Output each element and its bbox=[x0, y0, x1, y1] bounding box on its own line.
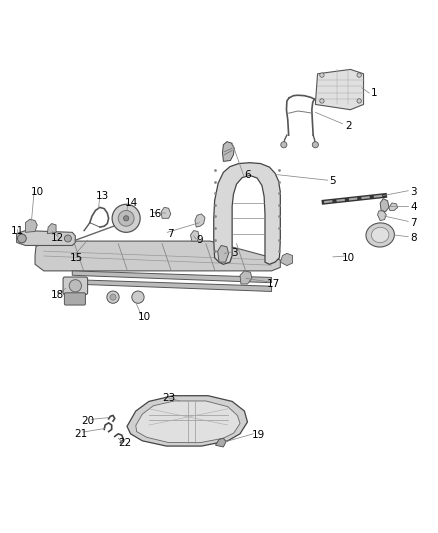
Circle shape bbox=[110, 294, 116, 300]
Polygon shape bbox=[195, 214, 205, 227]
Text: 22: 22 bbox=[118, 438, 131, 448]
FancyBboxPatch shape bbox=[63, 277, 88, 295]
Text: 4: 4 bbox=[410, 203, 417, 212]
Polygon shape bbox=[315, 69, 364, 110]
Polygon shape bbox=[240, 271, 252, 284]
Text: 18: 18 bbox=[50, 290, 64, 300]
Polygon shape bbox=[25, 219, 37, 232]
Text: 23: 23 bbox=[162, 393, 175, 403]
Polygon shape bbox=[136, 401, 240, 442]
Text: 7: 7 bbox=[410, 217, 417, 228]
Text: 21: 21 bbox=[74, 429, 88, 439]
FancyBboxPatch shape bbox=[64, 293, 85, 305]
Circle shape bbox=[118, 211, 134, 226]
Polygon shape bbox=[378, 211, 386, 221]
Text: 17: 17 bbox=[267, 279, 280, 289]
Circle shape bbox=[107, 291, 119, 303]
Circle shape bbox=[132, 291, 144, 303]
Polygon shape bbox=[191, 231, 199, 241]
Polygon shape bbox=[214, 163, 280, 264]
Circle shape bbox=[124, 216, 129, 221]
Text: 7: 7 bbox=[167, 229, 174, 239]
Circle shape bbox=[312, 142, 318, 148]
Circle shape bbox=[64, 235, 71, 242]
Text: 2: 2 bbox=[345, 122, 352, 131]
Text: 10: 10 bbox=[31, 187, 44, 197]
Text: 6: 6 bbox=[244, 169, 251, 180]
Circle shape bbox=[281, 142, 287, 148]
Text: 14: 14 bbox=[125, 198, 138, 208]
Polygon shape bbox=[389, 203, 398, 211]
Text: 10: 10 bbox=[138, 312, 151, 322]
Polygon shape bbox=[161, 207, 171, 219]
Text: 3: 3 bbox=[410, 187, 417, 197]
Polygon shape bbox=[380, 199, 389, 212]
Polygon shape bbox=[72, 271, 272, 282]
Text: 19: 19 bbox=[252, 430, 265, 440]
Circle shape bbox=[18, 234, 26, 243]
Polygon shape bbox=[47, 223, 56, 233]
Polygon shape bbox=[17, 231, 75, 246]
Text: 11: 11 bbox=[11, 227, 24, 237]
Text: 15: 15 bbox=[70, 253, 83, 263]
Polygon shape bbox=[72, 280, 272, 292]
Text: 3: 3 bbox=[231, 248, 238, 259]
Text: 10: 10 bbox=[342, 253, 355, 263]
Circle shape bbox=[69, 280, 81, 292]
Circle shape bbox=[357, 99, 361, 103]
Ellipse shape bbox=[366, 223, 394, 247]
Text: 12: 12 bbox=[50, 233, 64, 243]
Polygon shape bbox=[215, 438, 226, 447]
Polygon shape bbox=[127, 395, 247, 446]
Text: 1: 1 bbox=[371, 88, 378, 99]
Text: 16: 16 bbox=[149, 209, 162, 219]
Text: 8: 8 bbox=[410, 233, 417, 243]
Text: 13: 13 bbox=[96, 191, 110, 201]
Circle shape bbox=[112, 204, 140, 232]
Polygon shape bbox=[280, 253, 293, 265]
Polygon shape bbox=[218, 246, 229, 262]
Text: 9: 9 bbox=[196, 235, 203, 245]
Polygon shape bbox=[35, 241, 280, 271]
Text: 5: 5 bbox=[329, 176, 336, 186]
Polygon shape bbox=[223, 142, 234, 161]
Ellipse shape bbox=[371, 227, 389, 243]
Text: 20: 20 bbox=[81, 416, 94, 426]
Circle shape bbox=[320, 73, 324, 77]
Circle shape bbox=[320, 99, 324, 103]
Circle shape bbox=[357, 73, 361, 77]
